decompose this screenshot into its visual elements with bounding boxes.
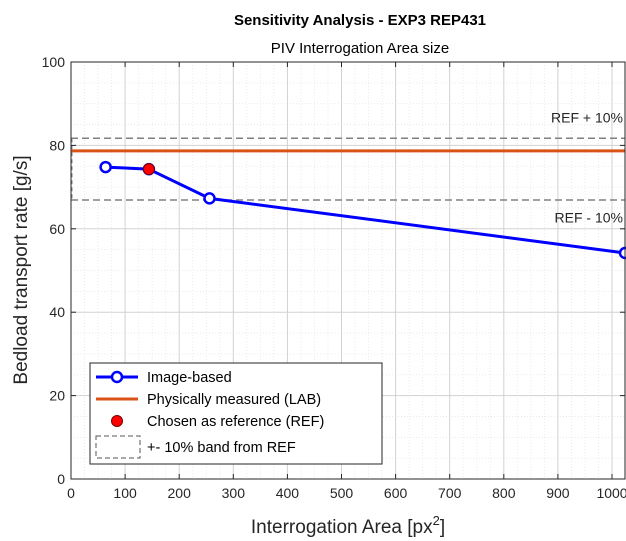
legend-swatch-marker — [110, 370, 124, 384]
reference-lines — [71, 137, 625, 201]
x-tick-label: 0 — [67, 485, 75, 501]
legend-item-band: +- 10% band from REF — [95, 435, 296, 459]
y-tick-label: 20 — [49, 388, 65, 404]
band-annotation: REF - 10% — [555, 210, 623, 226]
reference-point — [142, 163, 155, 176]
y-tick-label: 40 — [49, 304, 65, 320]
legend-label: Image-based — [147, 370, 232, 386]
y-tick-label: 60 — [49, 221, 65, 237]
y-tick-label: 80 — [49, 137, 65, 153]
annotations: REF + 10% REF - 10% — [551, 109, 623, 225]
data-point — [203, 192, 216, 205]
x-tick-label: 300 — [222, 485, 246, 501]
chart-title: Sensitivity Analysis - EXP3 REP431 — [234, 12, 486, 29]
x-tick-label: 200 — [168, 485, 192, 501]
x-tick-label: 500 — [330, 485, 354, 501]
axis-ticks: 0 100 200 300 400 500 600 700 800 900 1000 0 20 40 60 8… — [42, 54, 626, 501]
x-tick-label: 600 — [384, 485, 408, 501]
legend-label: Physically measured (LAB) — [147, 392, 321, 408]
x-tick-label: 900 — [546, 485, 570, 501]
x-tick-label: 700 — [438, 485, 462, 501]
legend-item-lab: Physically measured (LAB) — [96, 392, 321, 408]
legend-label: +- 10% band from REF — [147, 440, 296, 456]
legend-item-ref: Chosen as reference (REF) — [111, 414, 324, 430]
chart-subtitle: PIV Interrogation Area size — [271, 40, 449, 57]
legend-label: Chosen as reference (REF) — [147, 414, 324, 430]
y-tick-label: 0 — [57, 471, 65, 487]
x-tick-label: 800 — [492, 485, 516, 501]
x-tick-label: 100 — [113, 485, 137, 501]
legend-box — [89, 362, 383, 465]
data-point — [99, 160, 112, 174]
y-axis-label: Bedload transport rate [g/s] — [11, 155, 32, 384]
x-tick-label: 1000 — [596, 485, 626, 501]
band-annotation: REF + 10% — [551, 109, 623, 125]
plot-frame — [70, 61, 626, 480]
legend-swatch-point — [111, 415, 123, 427]
x-tick-label: 400 — [276, 485, 300, 501]
legend: Image-based Physically measured (LAB) Ch… — [89, 362, 383, 465]
legend-item-image-based: Image-based — [96, 370, 232, 386]
x-axis-label: Interrogation Area [px2] — [251, 513, 445, 538]
series-line-image-based — [105, 165, 626, 255]
y-tick-label: 100 — [42, 54, 66, 70]
legend-swatch-dashed-box — [95, 435, 141, 459]
